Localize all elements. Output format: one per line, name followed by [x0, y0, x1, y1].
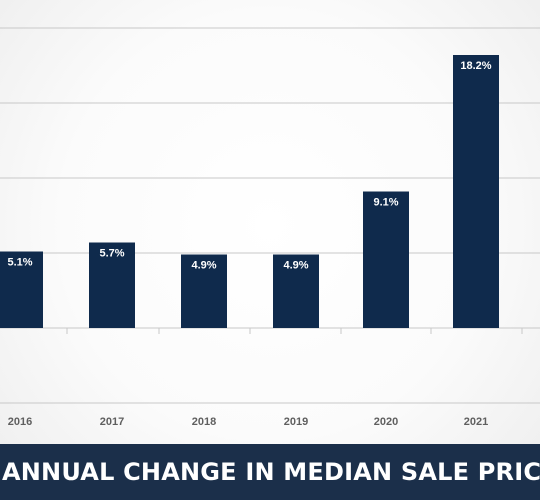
axis-layer — [0, 328, 540, 404]
chart-title: ANNUAL CHANGE IN MEDIAN SALE PRICES — [2, 458, 540, 486]
bar-chart: 5.1% 2016 5.7% 2017 4.9% 2018 4.9% 2019 9.1% 2020… — [0, 27, 540, 428]
data-label-2017: 5.7% — [99, 248, 124, 260]
data-label-2020: 9.1% — [373, 197, 398, 209]
bar-2017 — [89, 242, 135, 328]
data-label-2019: 4.9% — [283, 260, 308, 272]
data-label-2021: 18.2% — [460, 60, 491, 72]
data-label-2018: 4.9% — [191, 260, 216, 272]
chart-title-banner: ANNUAL CHANGE IN MEDIAN SALE PRICES — [0, 444, 540, 500]
bar-2018 — [181, 254, 227, 328]
x-tick-label-2020: 2020 — [374, 416, 398, 428]
x-tick-label-2017: 2017 — [100, 416, 124, 428]
data-label-2016: 5.1% — [7, 257, 32, 269]
x-tick-label-2021: 2021 — [464, 416, 488, 428]
bar-2016 — [0, 251, 43, 328]
x-tick-label-2019: 2019 — [284, 416, 308, 428]
label-layer: 5.1% 2016 5.7% 2017 4.9% 2018 4.9% 2019 9.1% 2020… — [7, 60, 491, 428]
bar-2020 — [363, 191, 409, 328]
x-tick-label-2016: 2016 — [8, 416, 32, 428]
x-tick-label-2018: 2018 — [192, 416, 216, 428]
bar-2019 — [273, 254, 319, 328]
bar-2021 — [453, 55, 499, 328]
bar-layer — [0, 55, 499, 328]
